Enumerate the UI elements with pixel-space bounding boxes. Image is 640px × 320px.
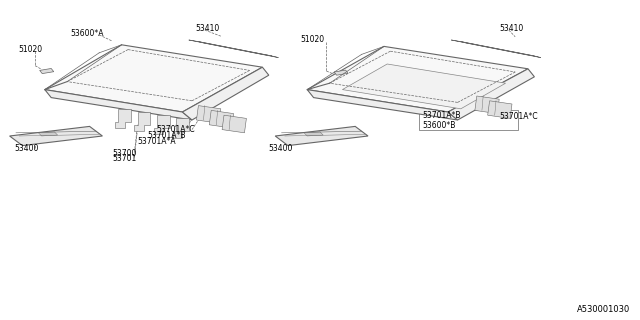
Polygon shape: [342, 64, 506, 109]
Bar: [419, 110, 518, 130]
Text: 53701A*C: 53701A*C: [499, 112, 538, 121]
Text: 53701A*A: 53701A*A: [138, 137, 176, 146]
Polygon shape: [10, 126, 102, 146]
Text: 53701A*C: 53701A*C: [157, 125, 195, 134]
Text: 53600*B: 53600*B: [422, 121, 456, 130]
Text: 53400: 53400: [269, 144, 293, 153]
Polygon shape: [189, 40, 272, 56]
Polygon shape: [40, 68, 54, 74]
Polygon shape: [275, 126, 368, 146]
Text: 53701: 53701: [112, 154, 136, 163]
Polygon shape: [307, 46, 528, 112]
Polygon shape: [334, 70, 348, 75]
Text: 53410: 53410: [499, 24, 524, 33]
Polygon shape: [154, 115, 170, 134]
Polygon shape: [451, 40, 534, 56]
Text: 53700: 53700: [112, 149, 136, 158]
Text: 53701A*B: 53701A*B: [422, 111, 461, 120]
Text: 53701A*B: 53701A*B: [147, 131, 186, 140]
Polygon shape: [198, 42, 278, 58]
Polygon shape: [182, 67, 269, 120]
Polygon shape: [488, 101, 512, 118]
Text: 53600*A: 53600*A: [70, 29, 104, 38]
Polygon shape: [38, 132, 58, 136]
Polygon shape: [196, 106, 221, 123]
Text: 51020: 51020: [301, 36, 325, 44]
Polygon shape: [475, 96, 499, 114]
Text: A530001030: A530001030: [577, 305, 630, 314]
Polygon shape: [45, 45, 262, 112]
Text: 51020: 51020: [18, 45, 42, 54]
Text: 53400: 53400: [14, 144, 38, 153]
Polygon shape: [173, 118, 189, 138]
Polygon shape: [115, 109, 131, 128]
Polygon shape: [209, 110, 234, 128]
Polygon shape: [461, 42, 541, 58]
Polygon shape: [45, 90, 192, 120]
Text: 53410: 53410: [195, 24, 220, 33]
Polygon shape: [222, 115, 246, 133]
Polygon shape: [304, 132, 323, 136]
Polygon shape: [134, 112, 150, 131]
Polygon shape: [307, 90, 458, 120]
Polygon shape: [448, 69, 534, 120]
